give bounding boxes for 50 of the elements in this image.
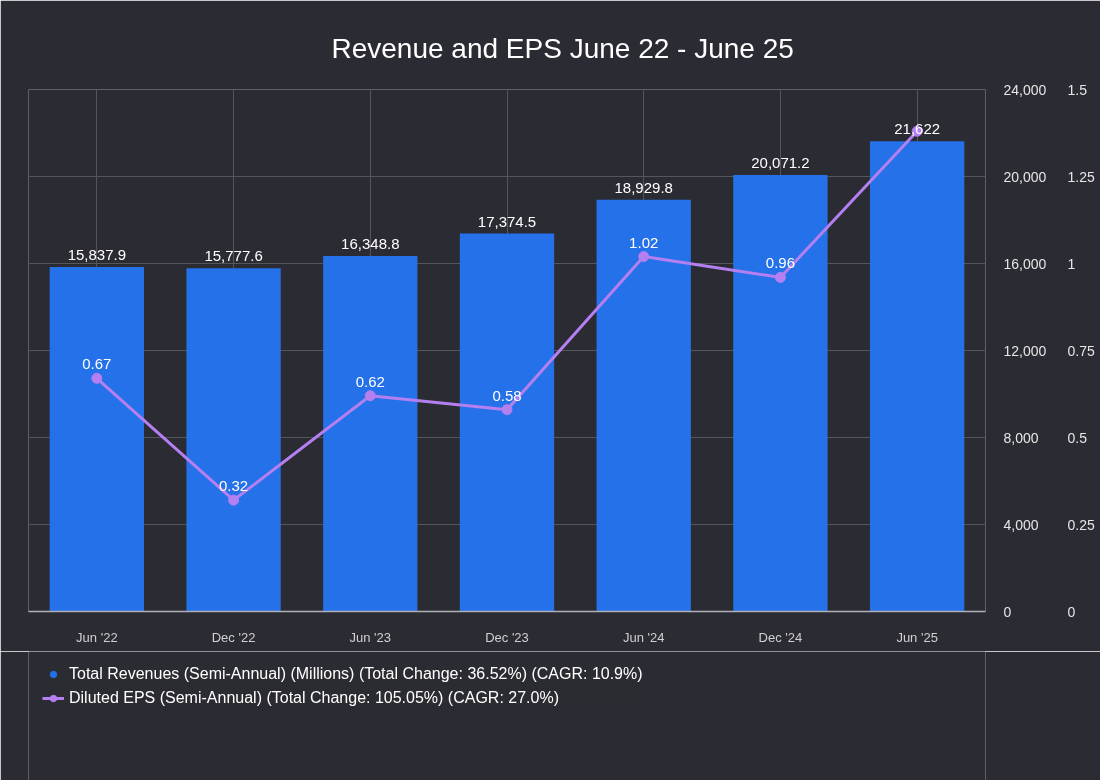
y-tick-label: 16,000 bbox=[1003, 255, 1047, 272]
bar bbox=[459, 233, 555, 612]
point bbox=[638, 251, 650, 263]
data-label: 21,622 bbox=[894, 120, 941, 138]
x-tick-label: Jun '22 bbox=[76, 629, 118, 645]
point bbox=[228, 494, 240, 506]
data-label: 0.62 bbox=[355, 372, 385, 390]
y2-tick-label: 1.25 bbox=[1067, 168, 1095, 185]
y-tick-label: 8,000 bbox=[1003, 429, 1039, 446]
y-tick-label: 12,000 bbox=[1003, 342, 1047, 359]
x-tick-label: Jun '23 bbox=[349, 629, 392, 645]
data-label: 0.67 bbox=[82, 355, 112, 373]
y2-tick-label: 0.75 bbox=[1067, 342, 1095, 359]
legend-label: Total Revenues (Semi-Annual) (Millions) (Total Change: 36.52%) (CAGR: 10.9%) bbox=[69, 665, 643, 683]
y2-tick-label: 1 bbox=[1067, 255, 1076, 272]
y2-tick-label: 0 bbox=[1067, 603, 1076, 620]
data-label: 20,071.2 bbox=[751, 153, 810, 171]
point bbox=[501, 404, 513, 416]
legend-label: Diluted EPS (Semi-Annual) (Total Change: 105.05%) (CAGR: 27.0%) bbox=[69, 689, 559, 707]
y-tick-label: 0 bbox=[1003, 603, 1012, 620]
point bbox=[774, 271, 786, 283]
y2-tick-label: 0.5 bbox=[1067, 429, 1088, 446]
data-label: 1.02 bbox=[629, 233, 659, 251]
data-label: 0.96 bbox=[765, 254, 796, 272]
bar bbox=[596, 199, 691, 612]
y-tick-label: 20,000 bbox=[1003, 168, 1047, 185]
x-tick-label: Dec '23 bbox=[485, 629, 529, 645]
chart-title: Revenue and EPS June 22 - June 25 bbox=[331, 33, 794, 64]
y2-tick-label: 1.5 bbox=[1067, 81, 1088, 98]
data-label: 15,777.6 bbox=[204, 247, 263, 265]
y-tick-label: 24,000 bbox=[1003, 81, 1047, 98]
x-tick-label: Jun '25 bbox=[896, 629, 938, 645]
bar bbox=[186, 268, 281, 612]
data-label: 0.32 bbox=[218, 477, 249, 495]
y2-tick-label: 0.25 bbox=[1067, 516, 1095, 533]
y-tick-label: 4,000 bbox=[1003, 516, 1039, 533]
x-tick-label: Dec '22 bbox=[211, 629, 256, 645]
data-label: 17,374.5 bbox=[477, 212, 537, 230]
data-label: 18,929.8 bbox=[614, 178, 673, 196]
data-label: 15,837.9 bbox=[67, 246, 127, 264]
point bbox=[91, 372, 103, 384]
bar bbox=[869, 141, 965, 612]
x-tick-label: Dec '24 bbox=[758, 629, 803, 645]
bar bbox=[323, 255, 418, 612]
data-label: 16,348.8 bbox=[341, 234, 400, 252]
data-label: 0.58 bbox=[492, 386, 522, 404]
point bbox=[364, 390, 376, 402]
x-tick-label: Jun '24 bbox=[622, 629, 665, 645]
bar bbox=[733, 174, 828, 612]
bar bbox=[49, 267, 145, 612]
